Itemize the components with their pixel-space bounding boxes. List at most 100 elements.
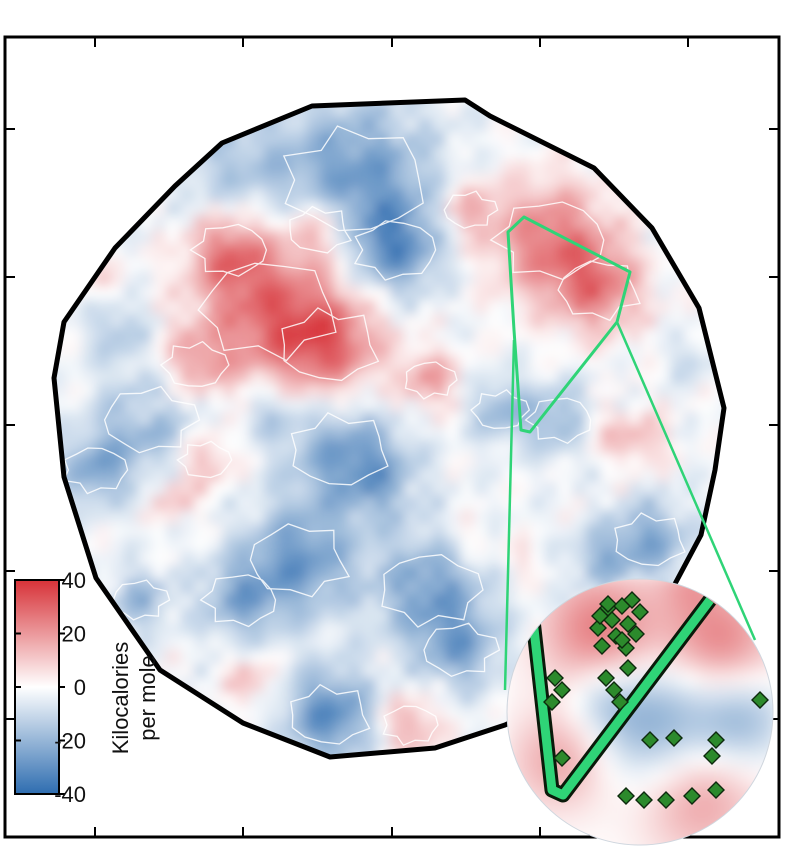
heat-cell (292, 426, 307, 441)
heat-cell (600, 398, 615, 413)
heat-cell (348, 174, 363, 189)
heat-cell (166, 566, 181, 581)
heat-cell (572, 216, 587, 231)
heat-cell (432, 496, 447, 511)
heat-cell (278, 300, 293, 315)
contour-line (524, 397, 592, 445)
heat-cell (306, 412, 321, 427)
heat-cell (684, 370, 699, 385)
heat-cell (390, 258, 405, 273)
heat-cell (180, 328, 195, 343)
heat-cell (278, 244, 293, 259)
inset-heat-cell (633, 655, 650, 672)
heat-cell (180, 510, 195, 525)
heat-cell (278, 496, 293, 511)
heat-cell (124, 258, 139, 273)
inset-heat-cell (745, 735, 762, 752)
contour-line (176, 440, 233, 479)
heat-cell (278, 678, 293, 693)
heat-cell (334, 188, 349, 203)
inset-heat-cell (585, 671, 602, 688)
heat-cell (516, 244, 531, 259)
heat-cell (432, 146, 447, 161)
heat-cell (138, 258, 153, 273)
heat-cell (306, 314, 321, 329)
heat-cell (432, 216, 447, 231)
heat-cell (530, 188, 545, 203)
heat-cell (418, 104, 433, 119)
heat-cell (236, 454, 251, 469)
heat-cell (572, 272, 587, 287)
heat-cell (348, 580, 363, 595)
heat-cell (516, 454, 531, 469)
heat-cell (474, 342, 489, 357)
heat-cell (362, 440, 377, 455)
heat-cell (446, 706, 461, 721)
heat-cell (208, 496, 223, 511)
heat-cell (544, 174, 559, 189)
heat-cell (446, 524, 461, 539)
heat-cell (278, 636, 293, 651)
inset-marker-diamond (635, 791, 653, 809)
heat-cell (376, 314, 391, 329)
inset-marker-diamond (605, 681, 623, 699)
heat-cell (558, 482, 573, 497)
heat-cell (152, 412, 167, 427)
heat-cell (264, 650, 279, 665)
heat-cell (586, 314, 601, 329)
heat-cell (460, 342, 475, 357)
heat-cell (250, 482, 265, 497)
heat-cell (292, 356, 307, 371)
heat-cell (236, 342, 251, 357)
inset-marker-diamond (553, 749, 571, 767)
heat-cell (306, 664, 321, 679)
heat-cell (236, 286, 251, 301)
heat-cell (124, 510, 139, 525)
inset-heat-cell (745, 703, 762, 720)
colorbar-ramp (14, 579, 60, 795)
heat-cell (96, 510, 111, 525)
inset-heat-cell (729, 751, 746, 768)
heat-cell (54, 370, 69, 385)
heat-cell (446, 720, 461, 735)
heat-cell (516, 146, 531, 161)
heat-cell (656, 314, 671, 329)
heat-cell (432, 202, 447, 217)
heat-cell (376, 244, 391, 259)
heat-cell (376, 496, 391, 511)
heat-cell (362, 510, 377, 525)
heat-cell (152, 342, 167, 357)
heat-cell (194, 370, 209, 385)
heat-cell (194, 188, 209, 203)
heat-cell (96, 468, 111, 483)
inset-heat-cell (553, 719, 570, 736)
inset-marker-diamond (597, 669, 615, 687)
heat-cell (586, 286, 601, 301)
heat-cell (152, 636, 167, 651)
heat-cell (502, 650, 517, 665)
heat-cell (292, 370, 307, 385)
heat-cell (404, 188, 419, 203)
heat-cell (460, 244, 475, 259)
heat-cell (208, 538, 223, 553)
heat-cell (460, 510, 475, 525)
inset-heat-cell (665, 591, 682, 608)
heat-cell (320, 426, 335, 441)
heat-cell (390, 496, 405, 511)
heat-cell (250, 244, 265, 259)
heat-cell (208, 664, 223, 679)
heat-cell (306, 384, 321, 399)
inset-heat-cell (521, 735, 538, 752)
heat-cell (124, 468, 139, 483)
heat-cell (488, 272, 503, 287)
heat-cell (208, 384, 223, 399)
inset-heat-cell (745, 671, 762, 688)
heat-cell (460, 482, 475, 497)
heat-cell (656, 342, 671, 357)
heat-cell (488, 426, 503, 441)
heat-cell (320, 580, 335, 595)
heat-cell (446, 412, 461, 427)
heat-cell (362, 188, 377, 203)
heat-cell (278, 132, 293, 147)
heat-cell (418, 720, 433, 735)
